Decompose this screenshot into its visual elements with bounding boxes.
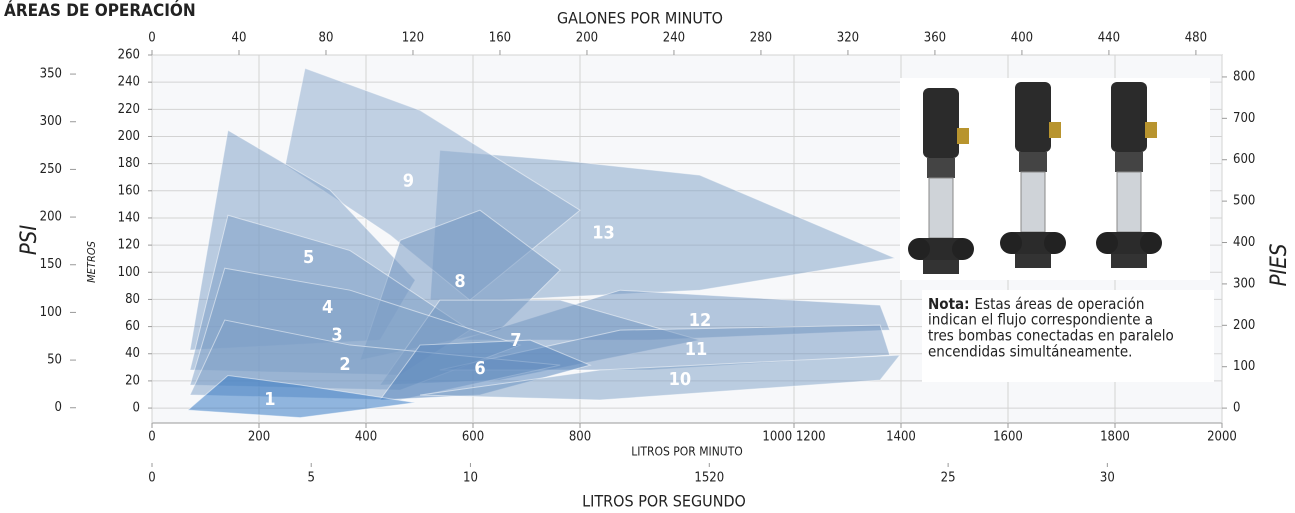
y-tick-label: 0	[133, 401, 140, 416]
y-tick-label: 0	[1233, 401, 1240, 416]
y-tick-label: 240	[118, 75, 140, 90]
zone-label: 6	[474, 358, 485, 379]
y-tick-label: 40	[125, 346, 140, 361]
note-text: tres bombas conectadas en paralelo	[928, 327, 1174, 345]
x-tick-label: 320	[837, 31, 859, 46]
y-tick-label: 200	[118, 129, 140, 144]
x-tick-label: 25	[941, 471, 956, 486]
x-tick-label: 280	[750, 31, 772, 46]
y-tick-label: 200	[40, 210, 62, 225]
y-tick-label: 100	[1233, 359, 1255, 374]
y-tick-label: 160	[118, 183, 140, 198]
x-tick-label: 30	[1100, 471, 1115, 486]
y-tick-label: 50	[47, 353, 62, 368]
note-line: Nota: Estas áreas de operación	[928, 295, 1144, 313]
x-tick-label: 1400	[886, 430, 916, 445]
y-tick-label: 20	[125, 373, 140, 388]
y-tick-label: 260	[118, 48, 140, 63]
zone-label: 11	[685, 339, 708, 360]
x-tick-label: 120	[402, 31, 424, 46]
psi-axis-title: PSI	[17, 225, 42, 256]
zone-label: 7	[510, 330, 521, 351]
x-tick-label: 10	[463, 471, 478, 486]
zone-label: 10	[669, 369, 692, 390]
x-tick-label: 0	[148, 31, 155, 46]
x-tick-label: 0	[148, 430, 155, 445]
note-text: indican el flujo correspondiente a	[928, 311, 1153, 329]
y-tick-label: 300	[1233, 276, 1255, 291]
operating-zone	[419, 354, 902, 401]
zone-label: 4	[322, 297, 333, 318]
zone-label: 9	[403, 171, 414, 192]
note-label: Nota:	[928, 295, 970, 313]
x-tick-label: 5	[307, 471, 314, 486]
x-tick-label: 360	[924, 31, 946, 46]
operating-zone	[186, 374, 416, 419]
y-axis-title: METROS	[85, 241, 98, 283]
pump	[1096, 82, 1162, 268]
zone-label: 13	[592, 222, 615, 243]
zone-label: 12	[689, 310, 712, 331]
y-tick-label: 400	[1233, 235, 1255, 250]
bottom2-axis-title: LITROS POR SEGUNDO	[582, 492, 746, 511]
note-backdrop	[922, 290, 1214, 382]
y-tick-label: 100	[118, 265, 140, 280]
y-tick-label: 700	[1233, 111, 1255, 126]
zones: 13 9 5 8 4 12 7 3 11 2 6 10 1	[186, 67, 902, 419]
x-axis-title: LITROS POR MINUTO	[631, 445, 743, 459]
x-tick-label: 40	[232, 31, 247, 46]
y-tick-label: 150	[40, 257, 62, 272]
x-tick-label: 1000 1200	[762, 430, 825, 445]
y-tick-label: 600	[1233, 152, 1255, 167]
zone-label: 2	[339, 354, 350, 375]
y-tick-label: 80	[125, 292, 140, 307]
y-tick-label: 100	[40, 305, 62, 320]
x-tick-label: 160	[489, 31, 511, 46]
x-tick-label: 200	[576, 31, 598, 46]
y-tick-label: 500	[1233, 194, 1255, 209]
y-tick-label: 350	[40, 67, 62, 82]
y-tick-label: 200	[1233, 318, 1255, 333]
x-tick-label: 400	[355, 430, 377, 445]
note-text: Estas áreas de operación	[975, 295, 1145, 313]
y-tick-label: 140	[118, 210, 140, 225]
x-tick-label: 2000	[1207, 430, 1237, 445]
zone-label: 1	[264, 389, 275, 410]
y-tick-label: 0	[55, 400, 62, 415]
y-tick-label: 250	[40, 162, 62, 177]
chart-title: ÁREAS DE OPERACIÓN	[4, 0, 196, 21]
note-text: encendidas simultáneamente.	[928, 343, 1132, 361]
x-tick-label: 800	[569, 430, 591, 445]
y-tick-label: 800	[1233, 69, 1255, 84]
zone-label: 5	[303, 247, 314, 268]
x-tick-label: 600	[462, 430, 484, 445]
x-tick-label: 80	[319, 31, 334, 46]
y-tick-label: 60	[125, 319, 140, 334]
x-tick-label: 200	[248, 430, 270, 445]
y-tick-label: 180	[118, 156, 140, 171]
pump	[908, 88, 974, 274]
pies-axis-title: PIES	[1267, 244, 1292, 287]
pump	[1000, 82, 1066, 268]
pump-images	[900, 78, 1210, 280]
y-tick-label: 300	[40, 114, 62, 129]
y-tick-label: 120	[118, 238, 140, 253]
x-tick-label: 440	[1098, 31, 1120, 46]
x-tick-label: 1800	[1100, 430, 1130, 445]
x-tick-label: 240	[663, 31, 685, 46]
x-tick-label: 1600	[993, 430, 1023, 445]
x-tick-label: 1520	[694, 471, 724, 486]
y-tick-label: 220	[118, 102, 140, 117]
x-tick-label: 0	[148, 471, 155, 486]
x-tick-label: 480	[1185, 31, 1207, 46]
zone-label: 8	[454, 271, 465, 292]
top-axis-title: GALONES POR MINUTO	[557, 9, 723, 28]
x-tick-label: 400	[1011, 31, 1033, 46]
zone-label: 3	[331, 325, 342, 346]
